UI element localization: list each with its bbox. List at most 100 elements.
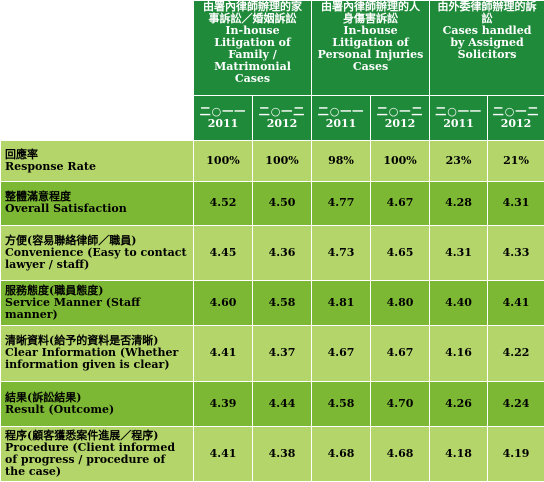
year-header-cell: 二○一二 2012 xyxy=(487,95,544,142)
value-cell: 98% xyxy=(311,140,372,182)
value-cell: 4.33 xyxy=(487,225,544,282)
value-cell: 100% xyxy=(251,140,313,182)
row-label-en: Procedure (Client informed of progress /… xyxy=(5,441,176,479)
value-cell: 4.28 xyxy=(429,180,489,227)
value-cell: 4.80 xyxy=(370,280,431,326)
row-label-en: Service Manner (Staff manner) xyxy=(5,295,141,321)
year-en: 2011 xyxy=(443,117,474,131)
value-cell: 4.65 xyxy=(370,225,431,282)
row-label-zh: 服務態度(職員態度) xyxy=(5,283,104,297)
group-header-assigned-solicitors-zh: 由外委律師辦理的訴訟 xyxy=(437,0,537,25)
value-cell: 4.18 xyxy=(429,426,489,482)
value-cell: 4.41 xyxy=(487,280,544,326)
value-cell: 4.26 xyxy=(429,380,489,428)
value-cell: 100% xyxy=(370,140,431,182)
year-corner-cell xyxy=(0,95,194,142)
value-cell: 4.67 xyxy=(370,324,431,382)
value-cell: 4.24 xyxy=(487,380,544,428)
group-header-family: 由署內律師辦理的家事訴訟／婚姻訴訟 In-house Litigation of… xyxy=(192,0,313,97)
row-label: 清晰資料(給予的資料是否清晰) Clear Information (Whethe… xyxy=(0,324,194,382)
row-label: 服務態度(職員態度) Service Manner (Staff manner) xyxy=(0,280,194,326)
value-cell: 4.50 xyxy=(251,180,313,227)
year-zh: 二○一一 xyxy=(317,105,365,119)
row-label-zh: 整體滿意程度 xyxy=(5,190,71,204)
value-cell: 4.39 xyxy=(193,380,253,428)
year-header-cell: 二○一一 2011 xyxy=(193,95,253,142)
value-cell: 4.19 xyxy=(487,426,544,482)
year-header-row: 二○一一 2011 二○一二 2012 二○一一 2011 二○一二 2012 二○一一… xyxy=(0,95,544,142)
value-cell: 4.67 xyxy=(370,180,431,227)
row-label-zh: 程序(顧客獲悉案件進展／程序) xyxy=(5,429,159,443)
row-label-zh: 回應率 xyxy=(5,147,38,161)
year-zh: 二○一二 xyxy=(376,105,424,119)
value-cell: 23% xyxy=(429,140,489,182)
year-en: 2011 xyxy=(325,117,357,131)
value-cell: 4.44 xyxy=(251,380,313,428)
row-label-zh: 清晰資料(給予的資料是否清晰) xyxy=(5,334,159,348)
value-cell: 4.73 xyxy=(311,225,372,282)
year-header-cell: 二○一二 2012 xyxy=(251,95,313,142)
group-header-personal-injuries-en: In-house Litigation of Personal Injuries… xyxy=(317,24,424,73)
value-cell: 4.36 xyxy=(251,225,313,282)
row-label-en: Convenience (Easy to contact lawyer / st… xyxy=(5,246,187,272)
row-label: 方便(容易聯絡律師／職員) Convenience (Easy to contac… xyxy=(0,225,194,282)
group-header-family-en: In-house Litigation of Family / Matrimon… xyxy=(214,24,291,85)
row-label-en: Clear Information (Whether information g… xyxy=(5,346,179,372)
row-label-en: Response Rate xyxy=(5,159,96,173)
value-cell: 4.60 xyxy=(193,280,253,326)
header-corner-cell xyxy=(0,0,194,97)
year-en: 2011 xyxy=(207,117,239,131)
value-cell: 4.67 xyxy=(311,324,372,382)
year-zh: 二○一二 xyxy=(258,105,306,119)
row-label: 程序(顧客獲悉案件進展／程序) Procedure (Client informe… xyxy=(0,426,194,482)
value-cell: 100% xyxy=(193,140,253,182)
year-zh: 二○一二 xyxy=(492,105,540,119)
table-row: 回應率 Response Rate 100% 100% 98% 100% 23% 21% xyxy=(0,140,544,182)
group-header-family-zh: 由署內律師辦理的家事訴訟／婚姻訴訟 xyxy=(203,0,302,25)
year-en: 2012 xyxy=(500,117,532,131)
table-row: 清晰資料(給予的資料是否清晰) Clear Information (Whethe… xyxy=(0,324,544,382)
year-zh: 二○一一 xyxy=(435,105,482,119)
table-row: 程序(顧客獲悉案件進展／程序) Procedure (Client informe… xyxy=(0,426,544,482)
row-label: 結果(訴訟結果) Result (Outcome) xyxy=(0,380,194,428)
year-header-cell: 二○一一 2011 xyxy=(429,95,489,142)
value-cell: 4.31 xyxy=(429,225,489,282)
value-cell: 4.38 xyxy=(251,426,313,482)
table-row: 結果(訴訟結果) Result (Outcome) 4.39 4.44 4.58 4.70… xyxy=(0,380,544,428)
year-zh: 二○一一 xyxy=(199,105,247,119)
value-cell: 4.70 xyxy=(370,380,431,428)
group-header-assigned-solicitors-en: Cases handled by Assigned Solicitors xyxy=(442,24,532,61)
table-row: 服務態度(職員態度) Service Manner (Staff manner) 4… xyxy=(0,280,544,326)
value-cell: 4.77 xyxy=(311,180,372,227)
group-header-personal-injuries-zh: 由署內律師辦理的人身傷害訴訟 xyxy=(321,0,421,25)
year-en: 2012 xyxy=(266,117,298,131)
value-cell: 4.52 xyxy=(193,180,253,227)
table-row: 方便(容易聯絡律師／職員) Convenience (Easy to contac… xyxy=(0,225,544,282)
row-label-zh: 方便(容易聯絡律師／職員) xyxy=(5,234,137,248)
value-cell: 4.58 xyxy=(251,280,313,326)
value-cell: 4.68 xyxy=(311,426,372,482)
year-en: 2012 xyxy=(384,117,416,131)
row-label: 整體滿意程度 Overall Satisfaction xyxy=(0,180,194,227)
group-header-assigned-solicitors: 由外委律師辦理的訴訟 Cases handled by Assigned Sol… xyxy=(429,0,544,97)
value-cell: 4.16 xyxy=(429,324,489,382)
value-cell: 4.58 xyxy=(311,380,372,428)
value-cell: 4.81 xyxy=(311,280,372,326)
value-cell: 4.37 xyxy=(251,324,313,382)
value-cell: 4.40 xyxy=(429,280,489,326)
year-header-cell: 二○一一 2011 xyxy=(311,95,372,142)
row-label-en: Result (Outcome) xyxy=(5,402,115,416)
table-row: 整體滿意程度 Overall Satisfaction 4.52 4.50 4.77 4.… xyxy=(0,180,544,227)
value-cell: 21% xyxy=(487,140,544,182)
group-header-personal-injuries: 由署內律師辦理的人身傷害訴訟 In-house Litigation of Pe… xyxy=(311,0,431,97)
value-cell: 4.45 xyxy=(193,225,253,282)
row-label-zh: 結果(訴訟結果) xyxy=(5,390,82,404)
row-label: 回應率 Response Rate xyxy=(0,140,194,182)
data-rows: 回應率 Response Rate 100% 100% 98% 100% 23% 21% 整體滿… xyxy=(0,140,544,482)
row-label-en: Overall Satisfaction xyxy=(5,202,127,216)
value-cell: 4.68 xyxy=(370,426,431,482)
value-cell: 4.41 xyxy=(193,426,253,482)
group-header-row: 由署內律師辦理的家事訴訟／婚姻訴訟 In-house Litigation of… xyxy=(0,0,544,97)
value-cell: 4.31 xyxy=(487,180,544,227)
